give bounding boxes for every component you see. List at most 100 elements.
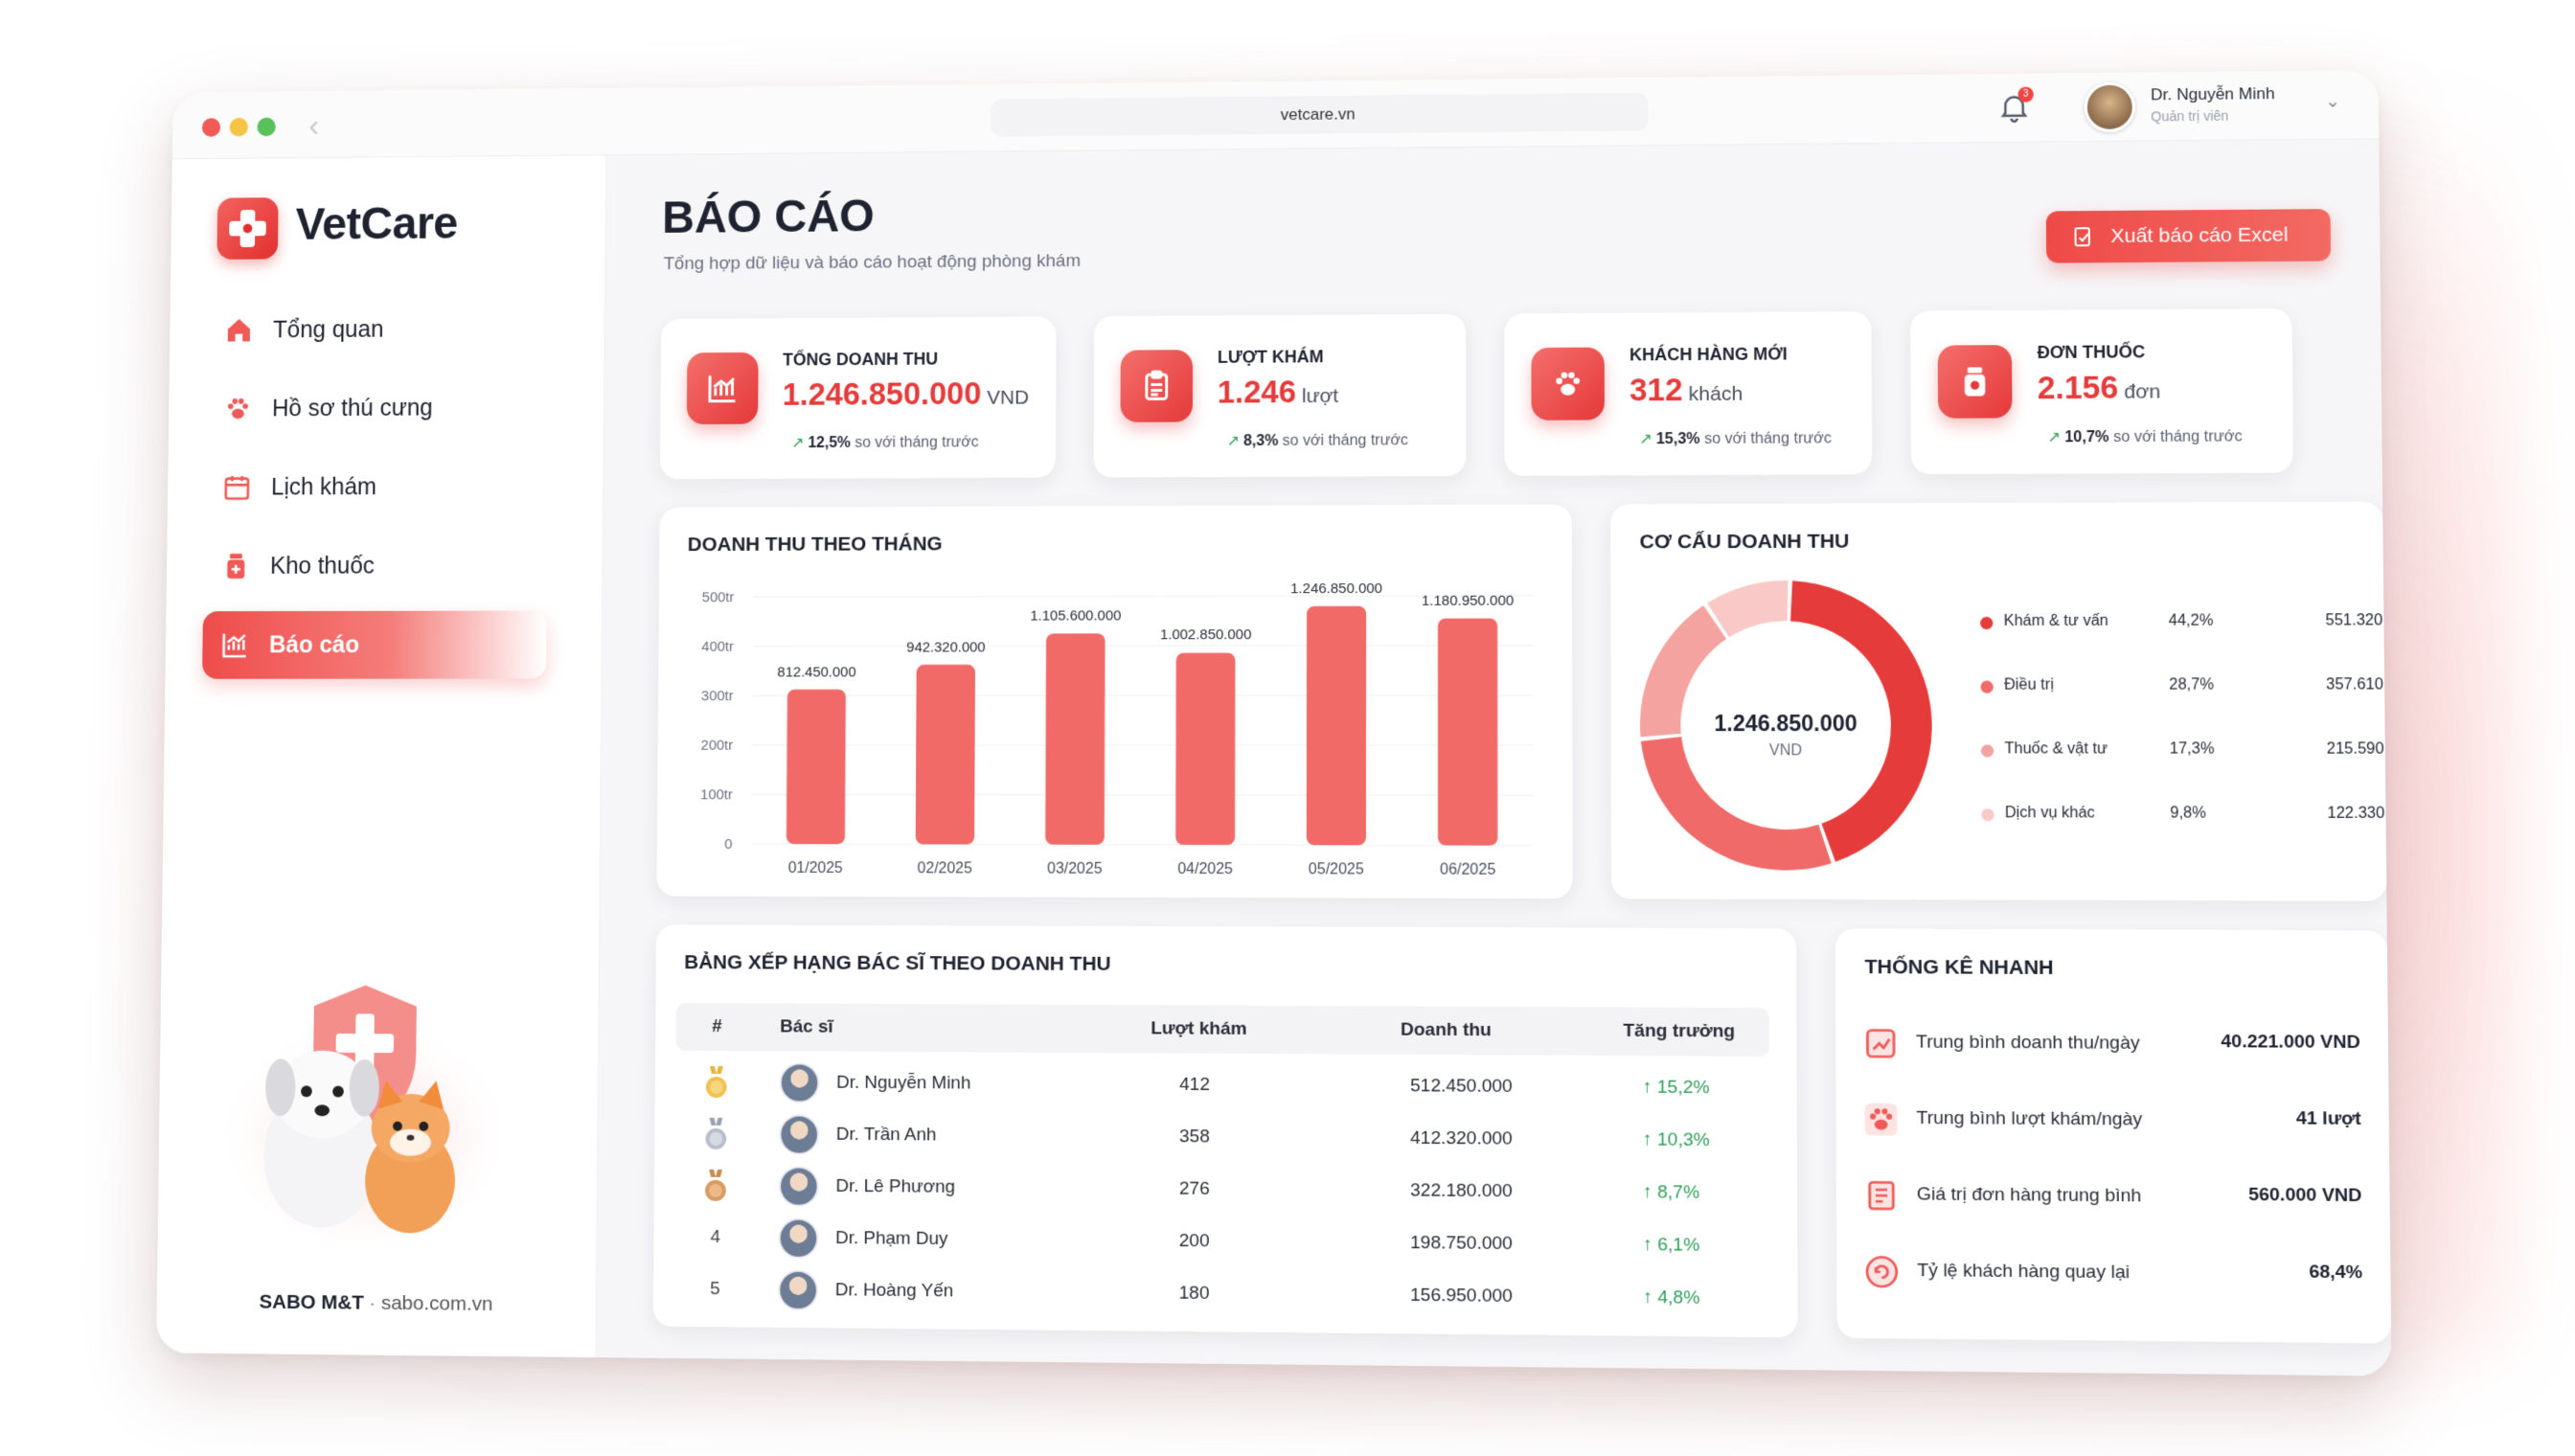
y-tick-label: 100tr [700, 787, 733, 803]
legend-item: Khám & tư vấn 44,2% 551.320.000 [1980, 608, 2391, 638]
donut-center-value: 1.246.850.000 [1650, 711, 1923, 737]
window-minimize-button[interactable] [230, 118, 248, 137]
quick-stat-item: Trung bình doanh thu/ngày 40.221.000 VND [1863, 1016, 2361, 1078]
doctor-name: Dr. Trần Anh [836, 1125, 937, 1147]
bar-value-label: 1.105.600.000 [1030, 608, 1121, 624]
brand-name: VetCare [295, 198, 458, 251]
growth-value: ↑ 10,3% [1643, 1129, 1710, 1151]
silver-medal-icon [703, 1118, 728, 1150]
window-close-button[interactable] [202, 118, 220, 137]
doctor-name: Dr. Lê Phương [835, 1176, 955, 1198]
quick-stat-item: Giá trị đơn hàng trung bình 560.000 VND [1863, 1168, 2361, 1230]
kpi-label: TỔNG DOANH THU [783, 350, 938, 371]
donut-title: CƠ CẤU DOANH THU [1639, 531, 1849, 555]
table-row[interactable]: Dr. Trần Anh 358 412.320.000 ↑ 10,3% [675, 1110, 1770, 1168]
clipboard-icon [1121, 350, 1194, 422]
trend-percent: 10,7% [2064, 429, 2109, 445]
legend-value: 357.610.000 [2326, 676, 2391, 694]
sidebar-item-pet-records[interactable]: Hồ sơ thú cưng [205, 374, 549, 443]
doctor-name: Dr. Hoàng Yến [835, 1280, 954, 1302]
bronze-medal-icon [703, 1170, 728, 1202]
revenue-chart-card: DOANH THU THEO THÁNG 0 100tr 200tr 300tr 400… [656, 505, 1572, 899]
rank-number: 5 [710, 1279, 720, 1300]
user-avatar[interactable] [2085, 82, 2135, 133]
sidebar-item-appointments[interactable]: Lịch khám [204, 452, 548, 521]
avatar [778, 1270, 818, 1311]
col-header-growth: Tăng trưởng [1623, 1021, 1735, 1043]
main-content: BÁO CÁO Tổng hợp dữ liệu và báo cáo hoạt… [596, 139, 2391, 1376]
sidebar-item-pharmacy[interactable]: Kho thuốc [203, 532, 547, 601]
kpi-card-visits: LƯỢT KHÁM 1.246 lượt ↗ 8,3% so với tháng t… [1094, 314, 1467, 478]
bar [1175, 653, 1235, 846]
revenue-value: 156.950.000 [1410, 1285, 1513, 1308]
export-excel-button[interactable]: Xuất báo cáo Excel [2046, 209, 2331, 262]
grid-line [753, 646, 1534, 647]
page-subtitle: Tổng hợp dữ liệu và báo cáo hoạt động ph… [664, 251, 1081, 275]
ranking-title: BẢNG XẾP HẠNG BÁC SĨ THEO DOANH THU [684, 951, 1111, 976]
sidebar: VetCare Tổng quan Hồ sơ thú cưng Lịch kh… [156, 155, 606, 1357]
y-tick-label: 200tr [701, 739, 734, 754]
kpi-label: ĐƠN THUỐC [2038, 342, 2146, 363]
kpi-value: 1.246 lượt [1218, 374, 1338, 410]
legend-name: Khám & tư vấn [2004, 613, 2108, 630]
pets-illustration [222, 966, 506, 1243]
avatar [779, 1114, 819, 1154]
revenue-value: 512.450.000 [1410, 1076, 1513, 1098]
trend-percent: 12,5% [808, 435, 851, 451]
paw-icon [1531, 348, 1605, 421]
table-row[interactable]: Dr. Lê Phương 276 322.180.000 ↑ 8,7% [674, 1162, 1769, 1220]
sidebar-footer: SABO M&T · sabo.com.vn [259, 1291, 492, 1316]
sidebar-item-reports[interactable]: Báo cáo [202, 610, 547, 678]
chevron-down-icon[interactable]: ⌄ [2325, 91, 2340, 111]
sidebar-item-label: Lịch khám [271, 474, 376, 502]
export-icon [2071, 225, 2095, 248]
window-maximize-button[interactable] [257, 118, 275, 137]
revenue-chart-icon [687, 353, 759, 424]
legend-percent: 9,8% [2170, 805, 2206, 822]
growth-value: ↑ 8,7% [1643, 1182, 1699, 1204]
bar-value-label: 1.180.950.000 [1422, 593, 1514, 608]
kpi-unit: khách [1689, 383, 1743, 405]
kpi-label: LƯỢT KHÁM [1218, 347, 1324, 367]
kpi-card-new-customers: KHÁCH HÀNG MỚI 312 khách ↗ 15,3% so với th… [1504, 311, 1872, 476]
trend-percent: 8,3% [1243, 433, 1278, 449]
table-row[interactable]: Dr. Nguyễn Minh 412 512.450.000 ↑ 15,2% [675, 1058, 1769, 1115]
sidebar-item-label: Kho thuốc [270, 553, 375, 580]
quick-stats-title: THỐNG KÊ NHANH [1864, 956, 2053, 980]
bar [1438, 619, 1497, 846]
legend-dot [1980, 617, 1993, 629]
x-tick-label: 02/2025 [918, 860, 973, 876]
notification-badge: 3 [2017, 87, 2033, 102]
kpi-number: 2.156 [2038, 370, 2119, 406]
y-tick-label: 300tr [701, 689, 734, 704]
table-row[interactable]: 5 Dr. Hoàng Yến 180 156.950.000 ↑ 4,8% [673, 1265, 1769, 1326]
legend-value: 122.330.000 [2327, 806, 2391, 823]
logo-icon [216, 197, 278, 260]
grid-line [753, 596, 1534, 598]
footer-site-link[interactable]: sabo.com.vn [381, 1292, 493, 1315]
quick-stat-label: Giá trị đơn hàng trung bình [1917, 1184, 2142, 1207]
doctor-name: Dr. Nguyễn Minh [836, 1073, 970, 1095]
visit-count: 412 [1179, 1075, 1210, 1096]
kpi-unit: VND [987, 387, 1029, 409]
quick-stat-value: 560.000 VND [2248, 1185, 2362, 1207]
col-header-revenue: Doanh thu [1401, 1020, 1492, 1042]
quick-stat-label: Trung bình doanh thu/ngày [1916, 1032, 2140, 1055]
home-icon [223, 315, 255, 345]
kpi-number: 1.246 [1218, 374, 1296, 409]
revenue-value: 412.320.000 [1410, 1128, 1513, 1150]
bar [916, 665, 975, 845]
kpi-trend: ↗ 15,3% so với tháng trước [1639, 428, 1832, 448]
revenue-value: 198.750.000 [1410, 1233, 1513, 1255]
legend-dot [1981, 808, 1994, 821]
growth-value: ↑ 4,8% [1643, 1287, 1699, 1309]
back-arrow-icon[interactable]: ‹ [308, 107, 319, 144]
app-window: ‹ vetcare.vn 3 Dr. Nguyễn Minh Quản trị … [156, 70, 2392, 1376]
table-row[interactable]: 4 Dr. Phạm Duy 200 198.750.000 ↑ 6,1% [674, 1214, 1770, 1273]
legend-value: 551.320.000 [2325, 612, 2391, 629]
revenue-structure-card: CƠ CẤU DOANH THU 1.246.850.000 VND Khám … [1610, 502, 2386, 901]
y-tick-label: 0 [724, 837, 732, 853]
url-bar[interactable]: vetcare.vn [991, 93, 1648, 137]
sidebar-item-overview[interactable]: Tổng quan [206, 294, 549, 364]
legend-name: Điều trị [2004, 676, 2054, 694]
